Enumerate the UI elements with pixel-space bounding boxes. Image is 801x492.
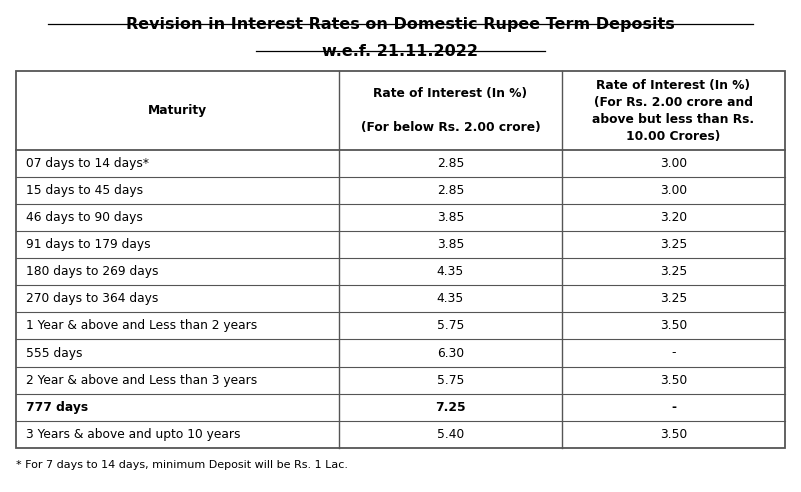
Text: 3.20: 3.20 (660, 211, 687, 224)
Text: 3.25: 3.25 (660, 265, 687, 278)
Text: 4.35: 4.35 (437, 265, 464, 278)
Text: w.e.f. 21.11.2022: w.e.f. 21.11.2022 (323, 44, 478, 59)
Text: 15 days to 45 days: 15 days to 45 days (26, 184, 143, 197)
Text: 5.75: 5.75 (437, 319, 464, 333)
Text: 46 days to 90 days: 46 days to 90 days (26, 211, 143, 224)
Text: Rate of Interest (In %)

(For below Rs. 2.00 crore): Rate of Interest (In %) (For below Rs. 2… (360, 87, 541, 134)
Text: 3.85: 3.85 (437, 238, 464, 251)
Text: 777 days: 777 days (26, 400, 88, 414)
Text: 5.75: 5.75 (437, 373, 464, 387)
Text: Revision in Interest Rates on Domestic Rupee Term Deposits: Revision in Interest Rates on Domestic R… (126, 17, 675, 32)
Text: 3.50: 3.50 (660, 428, 687, 441)
Text: 2 Year & above and Less than 3 years: 2 Year & above and Less than 3 years (26, 373, 257, 387)
Text: 555 days: 555 days (26, 346, 83, 360)
Text: 3.85: 3.85 (437, 211, 464, 224)
Text: * For 7 days to 14 days, minimum Deposit will be Rs. 1 Lac.: * For 7 days to 14 days, minimum Deposit… (16, 460, 348, 470)
Text: 3.50: 3.50 (660, 319, 687, 333)
Text: -: - (671, 346, 676, 360)
Text: 3 Years & above and upto 10 years: 3 Years & above and upto 10 years (26, 428, 240, 441)
Text: 3.25: 3.25 (660, 238, 687, 251)
Text: 2.85: 2.85 (437, 157, 464, 170)
Text: 270 days to 364 days: 270 days to 364 days (26, 292, 158, 306)
Text: Rate of Interest (In %)
(For Rs. 2.00 crore and
above but less than Rs.
10.00 Cr: Rate of Interest (In %) (For Rs. 2.00 cr… (593, 79, 755, 143)
Text: 180 days to 269 days: 180 days to 269 days (26, 265, 158, 278)
Text: 3.00: 3.00 (660, 184, 687, 197)
Text: Maturity: Maturity (148, 104, 207, 117)
Text: 7.25: 7.25 (435, 400, 466, 414)
Text: 1 Year & above and Less than 2 years: 1 Year & above and Less than 2 years (26, 319, 257, 333)
Text: 6.30: 6.30 (437, 346, 464, 360)
Text: 91 days to 179 days: 91 days to 179 days (26, 238, 151, 251)
Text: -: - (671, 400, 676, 414)
Text: 07 days to 14 days*: 07 days to 14 days* (26, 157, 149, 170)
Text: 3.00: 3.00 (660, 157, 687, 170)
Text: 4.35: 4.35 (437, 292, 464, 306)
Text: 5.40: 5.40 (437, 428, 464, 441)
Text: 3.50: 3.50 (660, 373, 687, 387)
Text: 2.85: 2.85 (437, 184, 464, 197)
Text: 3.25: 3.25 (660, 292, 687, 306)
